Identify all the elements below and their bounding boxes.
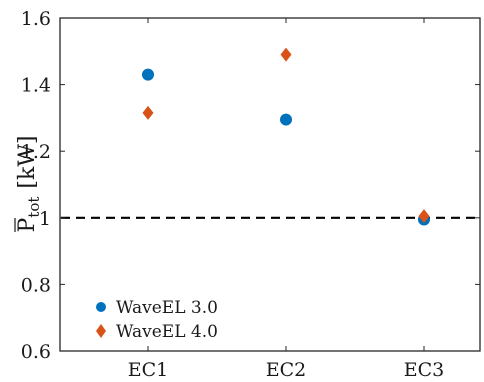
legend-marker-waveel-3 [96,302,106,312]
y-tick-label: 1.2 [21,141,51,163]
y-tick-label: 1 [39,208,51,230]
y-axis-ticks: 0.6 0.8 1 1.2 1.4 1.6 [21,8,480,363]
y-tick-label: 1.4 [21,75,51,97]
data-point-circle [142,68,154,81]
x-tick-label: EC1 [128,359,169,381]
y-axis-label-main: P [15,218,40,233]
x-axis-ticks: EC1 EC2 EC3 [128,18,445,381]
y-axis-label: Ptot [kW] [14,135,43,233]
y-tick-label: 0.6 [21,341,51,363]
data-points [142,47,430,226]
svg-text:Ptot[kW]: Ptot [kW] [15,135,43,232]
y-tick-label: 1.6 [21,8,51,30]
data-point-diamond [280,47,292,62]
plot-area [59,17,481,352]
y-axis-label-sub: tot [25,197,43,218]
y-tick-label: 0.8 [21,274,51,296]
data-point-diamond [142,105,154,120]
legend-label-waveel-3: WaveEL 3.0 [116,298,218,318]
legend: WaveEL 3.0 WaveEL 4.0 [96,298,218,342]
y-axis-label-unit: [kW] [15,135,40,188]
x-tick-label: EC2 [266,359,307,381]
data-point-circle [280,113,292,126]
data-point-diamond [418,209,430,224]
legend-label-waveel-4: WaveEL 4.0 [116,322,218,342]
x-tick-label: EC3 [404,359,445,381]
legend-marker-waveel-4 [96,324,106,338]
